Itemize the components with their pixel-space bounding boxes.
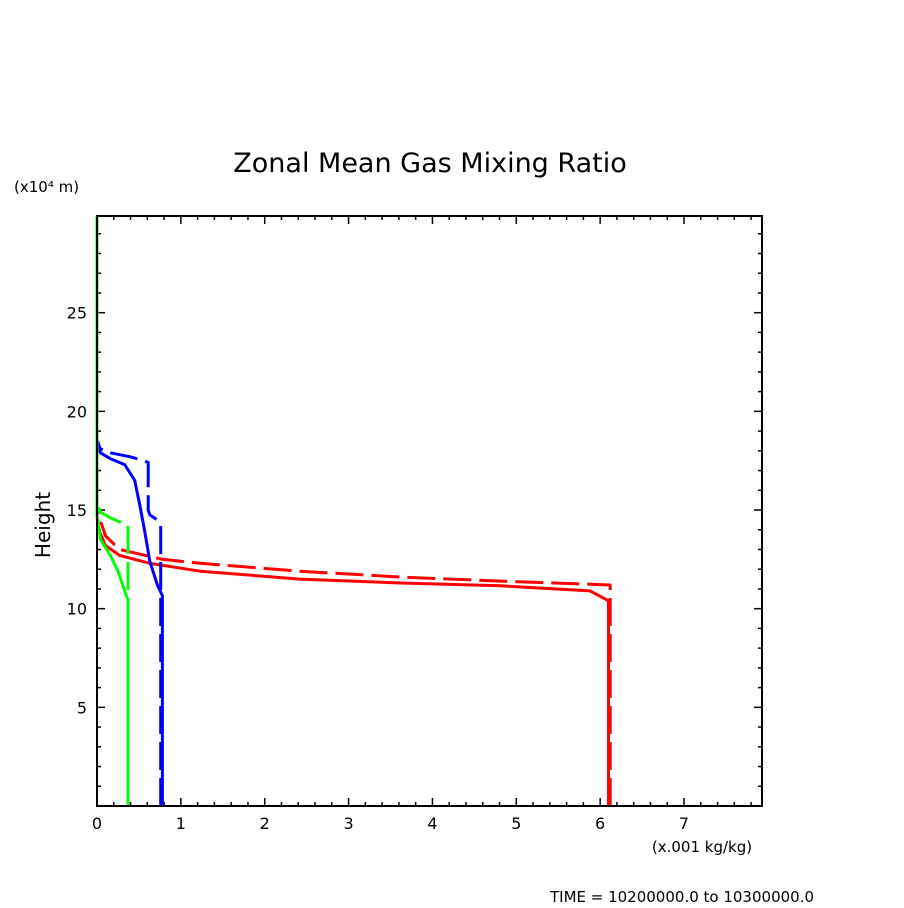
y-tick-label: 15	[67, 501, 87, 520]
series-line-3	[95, 440, 163, 806]
y-tick-label: 5	[77, 698, 87, 717]
x-tick-label: 3	[343, 814, 353, 833]
y-tick-label: 25	[67, 304, 87, 323]
y-tick-label: 20	[67, 402, 87, 421]
x-tick-label: 2	[260, 814, 270, 833]
plot-frame	[96, 215, 763, 807]
time-footer: TIME = 10200000.0 to 10300000.0	[549, 888, 814, 904]
series-line-5	[95, 503, 130, 806]
x-tick-label: 7	[679, 814, 689, 833]
x-tick-label: 5	[511, 814, 521, 833]
series-line-2	[96, 440, 164, 806]
x-tick-label: 1	[176, 814, 186, 833]
x-tick-label: 0	[92, 814, 102, 833]
x-tick-label: 6	[595, 814, 605, 833]
y-unit-label: (x10⁴ m)	[14, 178, 79, 196]
y-tick-label: 10	[67, 600, 87, 619]
chart-title: Zonal Mean Gas Mixing Ratio	[233, 148, 626, 179]
x-tick-label: 4	[427, 814, 437, 833]
x-axis-label: (x.001 kg/kg)	[652, 838, 752, 856]
series-line-1	[95, 509, 612, 806]
series-line-0	[95, 514, 610, 806]
y-axis-label: Height	[31, 492, 55, 558]
